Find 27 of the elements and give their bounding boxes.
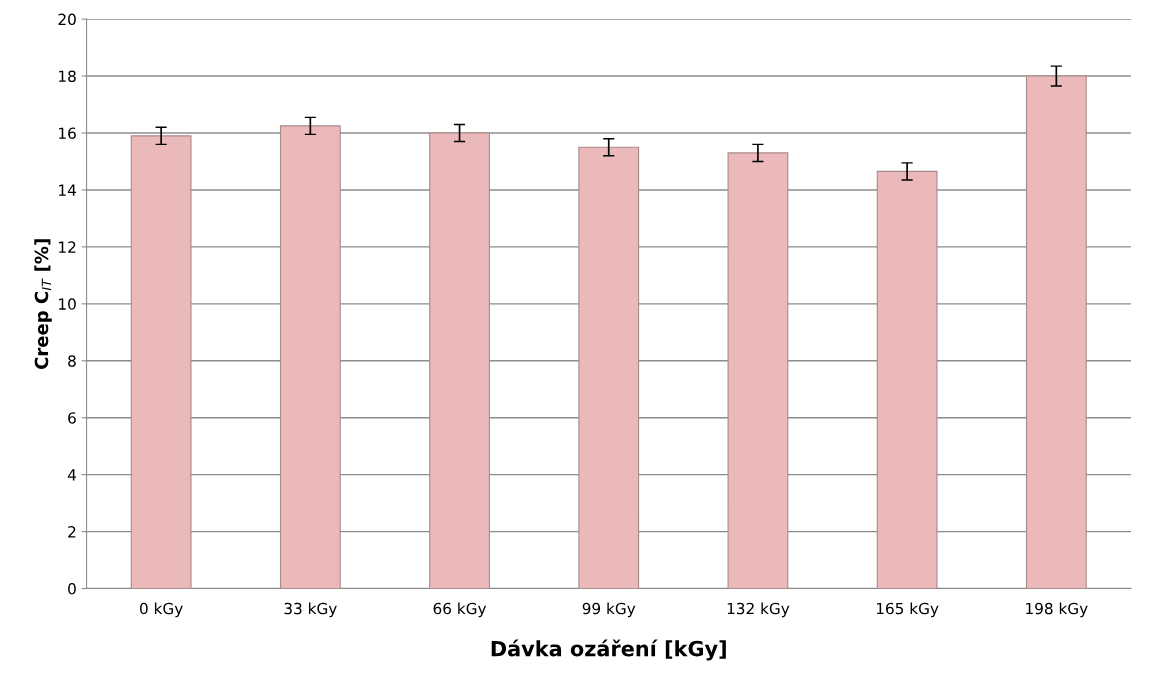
y-tick-label: 12 (59, 241, 76, 253)
x-tick-label: 0 kGy (140, 602, 183, 618)
x-tick-label: 33 kGy (284, 602, 337, 618)
y-tick-label: 14 (59, 184, 76, 196)
x-tick-label: 99 kGy (582, 602, 636, 618)
x-tick-label: 66 kGy (433, 602, 487, 618)
y-tick-label: 4 (67, 469, 76, 481)
y-tick-label: 6 (68, 412, 76, 424)
y-tick-label: 8 (68, 355, 76, 367)
x-tick-label: 165 kGy (876, 602, 939, 618)
y-tick-label: 2 (68, 526, 76, 538)
bar (130, 135, 192, 589)
x-tick-label: 132 kGy (727, 602, 790, 618)
bar (279, 125, 341, 589)
y-axis-title: Creep C$_{IT}$ [%] (34, 239, 52, 370)
bar (578, 146, 640, 589)
bar (1025, 75, 1087, 589)
bar (727, 152, 789, 589)
y-tick-label: 0 (68, 583, 76, 595)
y-tick-label: 10 (59, 298, 76, 310)
x-tick-label: 198 kGy (1026, 602, 1088, 618)
y-tick-label: 20 (58, 13, 76, 26)
bar (876, 170, 938, 589)
bar (429, 132, 490, 589)
y-tick-label: 18 (59, 70, 76, 83)
x-axis-title: Dávka ozáření [kGy] (491, 639, 726, 661)
y-tick-label: 16 (59, 127, 76, 140)
